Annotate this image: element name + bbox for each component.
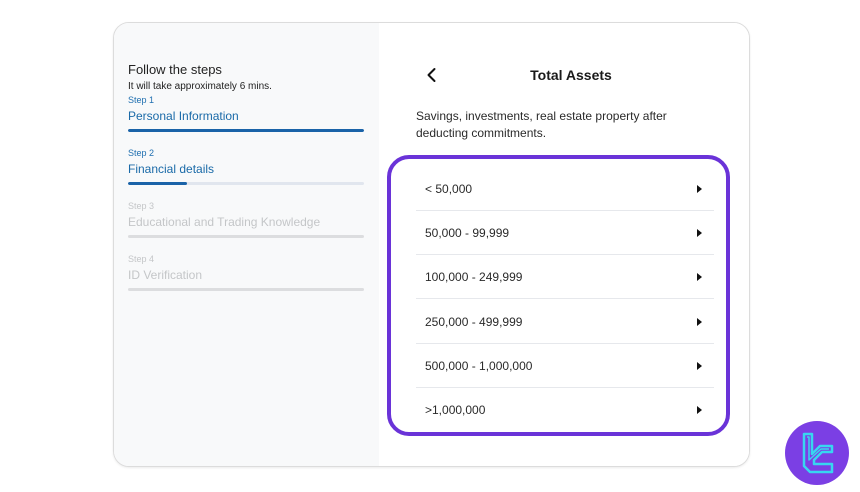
option-label: 500,000 - 1,000,000: [425, 358, 533, 373]
sidebar-title: Follow the steps: [128, 62, 222, 77]
sidebar-subtitle: It will take approximately 6 mins.: [128, 81, 272, 92]
option-label: 50,000 - 99,999: [425, 225, 510, 240]
step-name: ID Verification: [128, 268, 203, 282]
step-progress-bar: [128, 182, 364, 185]
option-label: < 50,000: [425, 181, 473, 196]
option-250000-499999[interactable]: 250,000 - 499,999: [416, 300, 714, 344]
step-label: Step 3: [128, 201, 155, 211]
option-label: 250,000 - 499,999: [425, 314, 523, 329]
step-progress-bar: [128, 288, 364, 291]
step-1[interactable]: Step 1 Personal Information: [128, 95, 364, 132]
step-2[interactable]: Step 2 Financial details: [128, 148, 364, 185]
caret-right-icon: [697, 272, 702, 281]
brand-logo: [784, 420, 850, 486]
step-progress-bar: [128, 235, 364, 238]
option-100000-249999[interactable]: 100,000 - 249,999: [416, 255, 714, 299]
step-3: Step 3 Educational and Trading Knowledge: [128, 201, 364, 238]
page-title: Total Assets: [530, 67, 612, 83]
step-label: Step 4: [128, 254, 155, 264]
step-name: Educational and Trading Knowledge: [128, 215, 321, 229]
step-label: Step 2: [128, 148, 155, 158]
option-over-1000000[interactable]: >1,000,000: [416, 388, 714, 432]
step-4: Step 4 ID Verification: [128, 254, 364, 291]
back-button[interactable]: [422, 65, 442, 85]
caret-right-icon: [697, 228, 702, 237]
step-progress-bar: [128, 129, 364, 132]
step-label: Step 1: [128, 95, 155, 105]
caret-right-icon: [697, 317, 702, 326]
onboarding-card: Follow the steps It will take approximat…: [113, 22, 750, 467]
asset-options-list: < 50,000 50,000 - 99,999 100,000 - 249,9…: [387, 155, 730, 436]
option-label: 100,000 - 249,999: [425, 269, 523, 284]
step-name: Personal Information: [128, 109, 239, 123]
caret-right-icon: [697, 406, 702, 414]
page-description: Savings, investments, real estate proper…: [416, 109, 667, 140]
chevron-left-icon: [427, 68, 436, 82]
steps-sidebar: Follow the steps It will take approximat…: [114, 23, 379, 466]
caret-right-icon: [697, 184, 702, 193]
step-name: Financial details: [128, 162, 215, 176]
option-50000-99999[interactable]: 50,000 - 99,999: [416, 211, 714, 255]
option-500000-1000000[interactable]: 500,000 - 1,000,000: [416, 344, 714, 388]
logo-icon: [785, 421, 849, 485]
caret-right-icon: [697, 361, 702, 370]
option-label: >1,000,000: [425, 403, 486, 417]
option-under-50000[interactable]: < 50,000: [416, 167, 714, 211]
main-panel: Total Assets Savings, investments, real …: [379, 23, 749, 466]
